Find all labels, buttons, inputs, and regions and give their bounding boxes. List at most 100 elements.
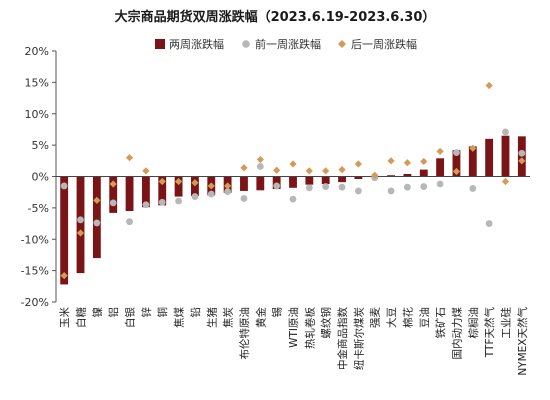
point-next-week-9 <box>207 182 215 190</box>
point-prev-week-7 <box>175 197 182 205</box>
category-label-6: 铜 <box>157 307 169 318</box>
bar-two-week-5 <box>141 176 150 208</box>
point-prev-week-4 <box>126 218 133 226</box>
point-next-week-14 <box>289 160 297 168</box>
point-next-week-7 <box>174 177 183 186</box>
y-tick-label: -5% <box>28 202 49 215</box>
point-next-week-13 <box>273 166 281 174</box>
legend-swatch-next-week <box>338 40 346 48</box>
legend-label-two-week: 两周涨跌幅 <box>169 37 224 51</box>
point-next-week-23 <box>436 147 444 155</box>
point-prev-week-25 <box>469 185 477 192</box>
point-prev-week-1 <box>77 216 84 224</box>
bar-two-week-26 <box>485 138 494 177</box>
point-prev-week-6 <box>158 198 166 206</box>
category-label-10: 焦炭 <box>222 307 235 328</box>
category-label-21: 棉花 <box>401 307 414 328</box>
point-prev-week-20 <box>387 187 395 195</box>
point-next-week-4 <box>125 154 134 162</box>
point-prev-week-13 <box>273 182 281 190</box>
point-prev-week-18 <box>354 187 362 195</box>
category-label-3: 铝 <box>107 307 120 318</box>
category-label-24: 国内动力煤 <box>450 307 463 360</box>
category-label-0: 玉米 <box>58 307 71 328</box>
bar-two-week-3 <box>109 176 118 213</box>
bar-two-week-1 <box>76 176 85 274</box>
point-next-week-28 <box>518 157 526 165</box>
y-tick-label: 10% <box>25 108 49 121</box>
category-label-4: 白银 <box>124 307 137 328</box>
point-prev-week-15 <box>305 184 313 192</box>
category-label-8: 铅 <box>189 307 202 318</box>
category-label-7: 焦煤 <box>173 307 186 328</box>
legend-label-prev-week: 前一周涨跌幅 <box>255 37 321 51</box>
point-prev-week-21 <box>404 183 411 191</box>
point-next-week-25 <box>469 144 477 152</box>
point-next-week-27 <box>501 177 510 186</box>
point-prev-week-8 <box>191 193 199 200</box>
point-prev-week-10 <box>224 188 232 195</box>
category-label-1: 白糖 <box>75 307 88 328</box>
y-tick-label: -20% <box>21 296 49 309</box>
category-label-26: TTF天然气 <box>483 307 496 359</box>
category-label-18: 纽卡斯尔煤炭 <box>352 307 365 370</box>
legend-swatch-prev-week <box>242 40 250 48</box>
category-label-22: 豆油 <box>418 307 431 328</box>
point-prev-week-0 <box>60 182 68 190</box>
bar-two-week-7 <box>174 176 183 197</box>
y-tick-label: 5% <box>32 139 49 152</box>
bar-two-week-23 <box>436 158 445 177</box>
bar-two-week-25 <box>468 146 477 177</box>
bar-two-week-4 <box>125 176 134 212</box>
point-prev-week-17 <box>338 183 346 191</box>
y-tick-label: -10% <box>21 233 49 246</box>
point-next-week-26 <box>485 81 493 90</box>
bar-two-week-15 <box>305 176 314 185</box>
category-label-12: 黄金 <box>254 307 267 328</box>
category-label-14: WTI原油 <box>287 307 300 348</box>
bar-two-week-21 <box>403 173 412 177</box>
point-prev-week-24 <box>453 149 460 157</box>
point-prev-week-22 <box>420 183 428 190</box>
chart-title: 大宗商品期货双周涨跌幅（2023.6.19-2023.6.30） <box>114 10 436 25</box>
category-label-20: 大豆 <box>385 307 398 328</box>
point-next-week-15 <box>305 167 313 175</box>
point-prev-week-14 <box>289 195 297 203</box>
bar-two-week-20 <box>387 175 395 177</box>
category-label-28: NYMEX天然气 <box>516 307 529 376</box>
category-label-19: 强麦 <box>370 307 382 328</box>
category-label-23: 铁矿石 <box>434 307 447 339</box>
legend-label-next-week: 后一周涨跌幅 <box>351 37 417 51</box>
point-next-week-22 <box>420 157 428 166</box>
point-prev-week-28 <box>518 149 526 157</box>
y-tick-label: -15% <box>21 265 49 278</box>
point-next-week-16 <box>322 167 330 175</box>
point-prev-week-16 <box>322 183 330 190</box>
bar-two-week-0 <box>60 176 69 285</box>
category-label-13: 锡 <box>271 307 284 318</box>
bar-two-week-22 <box>419 169 428 177</box>
category-label-9: 生猪 <box>205 307 218 328</box>
bar-two-week-27 <box>501 135 510 177</box>
point-next-week-0 <box>60 272 68 280</box>
point-prev-week-27 <box>502 128 509 136</box>
point-prev-week-5 <box>142 201 150 209</box>
point-next-week-20 <box>387 157 395 165</box>
point-prev-week-2 <box>93 219 101 227</box>
point-next-week-24 <box>452 167 461 176</box>
category-label-17: 中金商品指数 <box>336 307 349 370</box>
bar-two-week-24 <box>452 150 461 177</box>
point-next-week-6 <box>158 177 166 186</box>
category-label-5: 锌 <box>140 307 153 318</box>
point-prev-week-26 <box>485 220 493 227</box>
point-next-week-18 <box>354 160 362 168</box>
point-next-week-2 <box>93 196 101 204</box>
category-label-16: 螺纹钢 <box>320 307 333 339</box>
category-label-27: 工业硅 <box>499 307 512 339</box>
bar-two-week-16 <box>321 176 330 185</box>
category-label-11: 布伦特原油 <box>238 307 251 360</box>
y-tick-label: 20% <box>25 45 49 58</box>
bar-two-week-17 <box>338 176 346 183</box>
point-prev-week-9 <box>207 190 215 198</box>
